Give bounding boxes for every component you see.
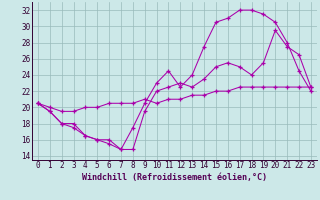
X-axis label: Windchill (Refroidissement éolien,°C): Windchill (Refroidissement éolien,°C) (82, 173, 267, 182)
